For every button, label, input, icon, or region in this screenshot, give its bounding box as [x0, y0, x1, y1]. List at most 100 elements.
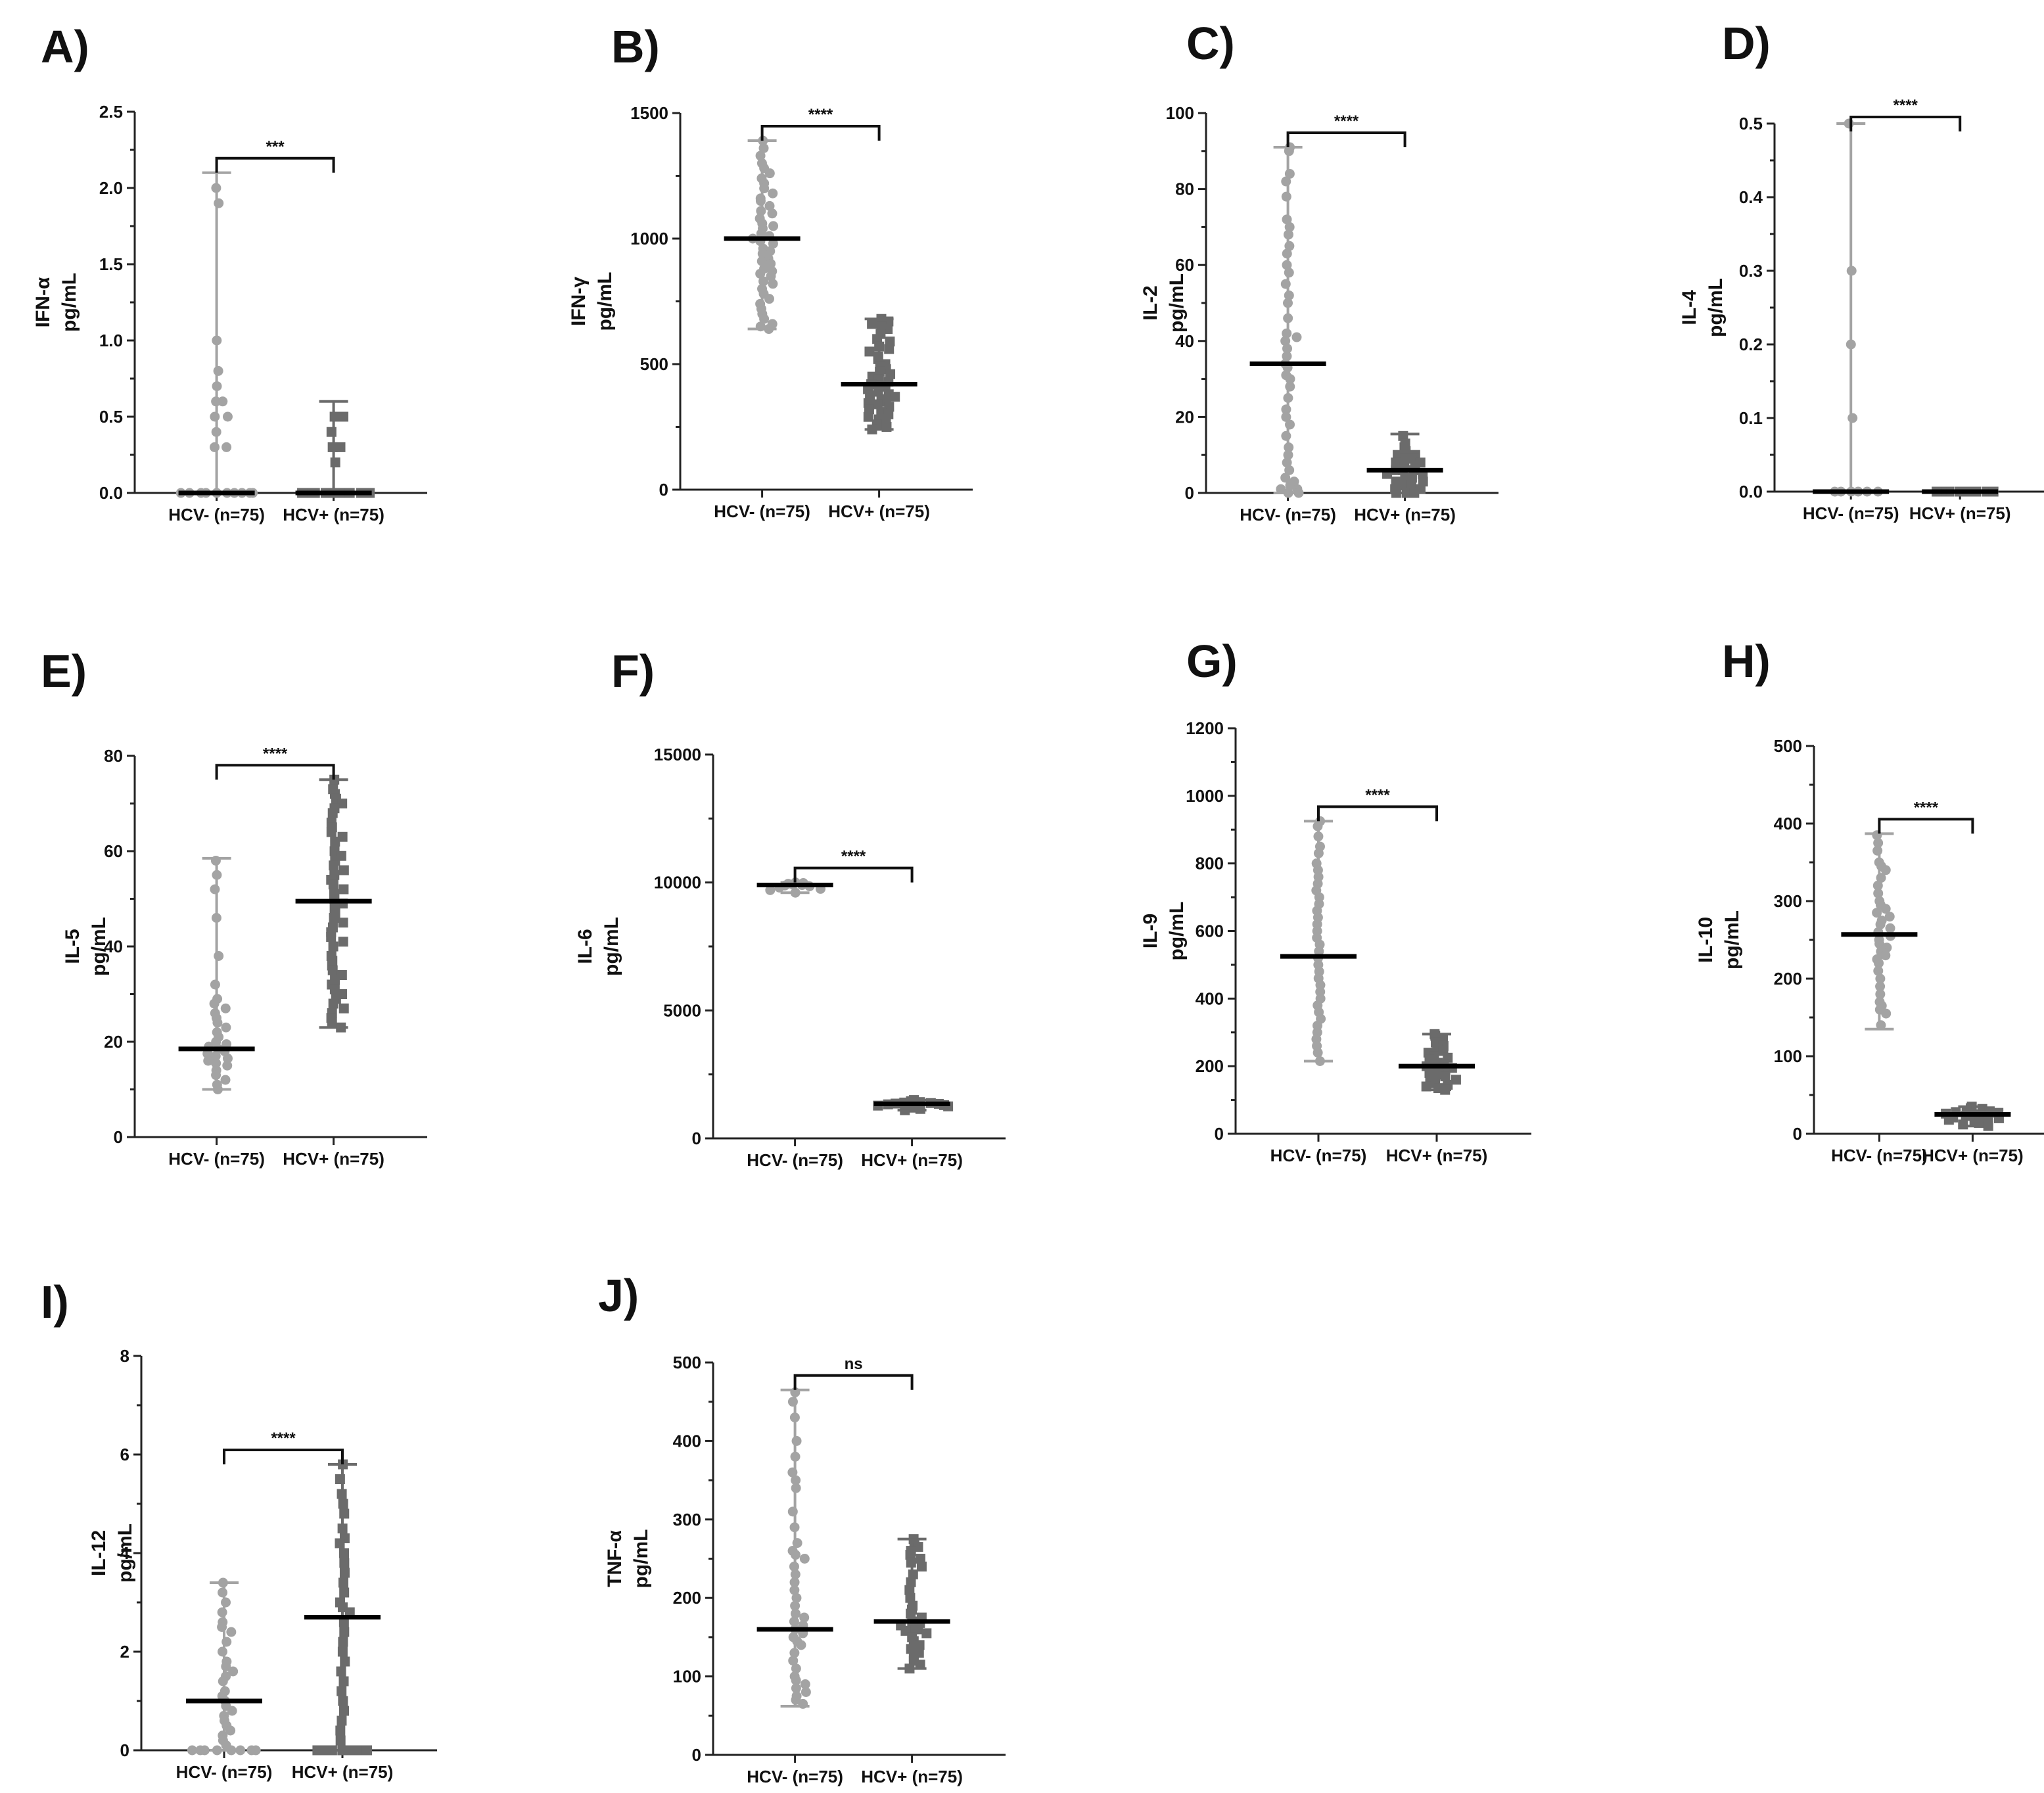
data-point	[212, 1017, 223, 1028]
y-tick-label: 300	[673, 1510, 701, 1529]
data-point	[1406, 480, 1416, 490]
data-point	[339, 1558, 350, 1568]
data-point	[789, 1522, 800, 1533]
data-point	[338, 1499, 348, 1509]
data-point	[790, 1387, 801, 1397]
y-tick-label: 1000	[1186, 786, 1224, 806]
y-axis-label-line: pg/mL	[1721, 910, 1743, 969]
data-point	[1881, 1008, 1892, 1019]
series-hcv-neg	[756, 1387, 833, 1709]
data-point	[759, 183, 770, 194]
data-point	[1943, 1115, 1954, 1125]
y-axis-label-line: pg/mL	[114, 1524, 136, 1583]
data-point	[790, 1600, 801, 1611]
data-point	[1983, 1121, 1993, 1131]
series-hcv-pos	[1399, 1029, 1475, 1095]
bracket-line	[215, 156, 335, 173]
significance-label: ****	[841, 848, 866, 866]
data-point	[796, 1640, 806, 1650]
data-point	[222, 411, 233, 422]
data-point	[906, 1557, 916, 1568]
series-hcv-pos	[304, 1459, 381, 1756]
data-point	[787, 1506, 798, 1517]
series-hcv-neg	[724, 135, 801, 335]
data-point	[915, 1554, 925, 1564]
data-point	[1873, 838, 1884, 848]
data-point	[768, 188, 778, 198]
data-point	[755, 196, 766, 206]
data-point	[339, 1568, 350, 1578]
data-point	[338, 1676, 349, 1687]
y-axis-label: IL-6 pg/mL	[574, 917, 622, 976]
data-point	[218, 396, 228, 407]
data-point	[1283, 488, 1293, 498]
data-point	[791, 1675, 801, 1686]
data-point	[210, 884, 220, 895]
y-tick-label: 400	[673, 1431, 701, 1451]
significance-label: ****	[1914, 799, 1939, 816]
y-tick-label: 300	[1774, 891, 1802, 911]
series-hcv-neg	[1249, 142, 1326, 498]
y-axis-label-line: pg/mL	[1705, 278, 1727, 337]
y-tick-label: 60	[1175, 255, 1194, 275]
series-hcv-neg	[178, 856, 255, 1094]
data-point	[327, 965, 338, 975]
data-point	[764, 324, 774, 335]
data-point	[1283, 393, 1293, 403]
data-point	[337, 831, 348, 842]
y-tick-label: 5000	[663, 1000, 701, 1020]
data-point	[338, 865, 349, 875]
x-category-label: HCV- (n=75)	[747, 1767, 843, 1786]
bracket-line	[760, 125, 881, 141]
data-point	[337, 1646, 348, 1657]
data-point	[220, 1075, 231, 1085]
x-category-label: HCV- (n=75)	[1270, 1146, 1367, 1165]
data-point	[800, 1679, 810, 1690]
x-category-label: HCV- (n=75)	[168, 1149, 265, 1169]
x-category-label: HCV- (n=75)	[747, 1150, 843, 1170]
data-point	[339, 1627, 350, 1637]
data-point	[1401, 446, 1411, 456]
data-point	[905, 1593, 916, 1603]
data-point	[1282, 260, 1292, 270]
y-tick-label: 20	[104, 1032, 123, 1052]
data-point	[791, 1608, 801, 1619]
y-axis-label: IL-9 pg/mL	[1140, 902, 1188, 961]
data-point	[220, 1003, 231, 1013]
data-point	[1285, 381, 1295, 392]
data-point	[758, 143, 769, 153]
x-category-label: HCV- (n=75)	[1831, 1146, 1928, 1165]
data-point	[221, 442, 232, 452]
data-point	[1313, 848, 1324, 858]
data-point	[883, 409, 894, 419]
y-tick-label: 1.0	[99, 331, 123, 350]
data-point	[1451, 1075, 1461, 1085]
data-point	[1283, 229, 1293, 240]
data-point	[218, 1646, 228, 1657]
data-point	[914, 1640, 925, 1650]
significance-bracket: ****	[223, 1430, 344, 1464]
data-point	[338, 1706, 349, 1716]
y-axis-label-line: IL-5	[62, 929, 83, 964]
panel-c: C) IL-2 pg/mL 0 20 40 60 80 100 HCV- (n=75) HCV+ (…	[1140, 18, 1498, 524]
y-axis-label-line: pg/mL	[630, 1529, 652, 1589]
data-point	[1872, 908, 1882, 918]
significance-bracket: ns	[793, 1355, 914, 1390]
data-point	[1282, 457, 1292, 468]
data-point	[885, 369, 896, 379]
y-tick-label: 500	[673, 1353, 701, 1372]
data-point	[1872, 845, 1883, 856]
y-axis-label-line: pg/mL	[594, 272, 616, 331]
panel-b: B) IFN-γ pg/mL 0 500 1000 1500 HCV- (n=75) HCV+ …	[568, 21, 973, 521]
y-tick-label: 1.5	[99, 254, 123, 274]
y-tick-label: 10000	[654, 873, 701, 893]
data-point	[329, 913, 339, 923]
data-point	[890, 392, 900, 402]
data-point	[221, 1022, 231, 1033]
data-point	[344, 1745, 354, 1756]
data-point	[884, 344, 894, 354]
data-point	[221, 1662, 231, 1671]
y-axis-label-line: TNF-α	[604, 1530, 626, 1587]
series-hcv-pos	[1366, 431, 1443, 498]
data-point	[226, 1627, 237, 1637]
